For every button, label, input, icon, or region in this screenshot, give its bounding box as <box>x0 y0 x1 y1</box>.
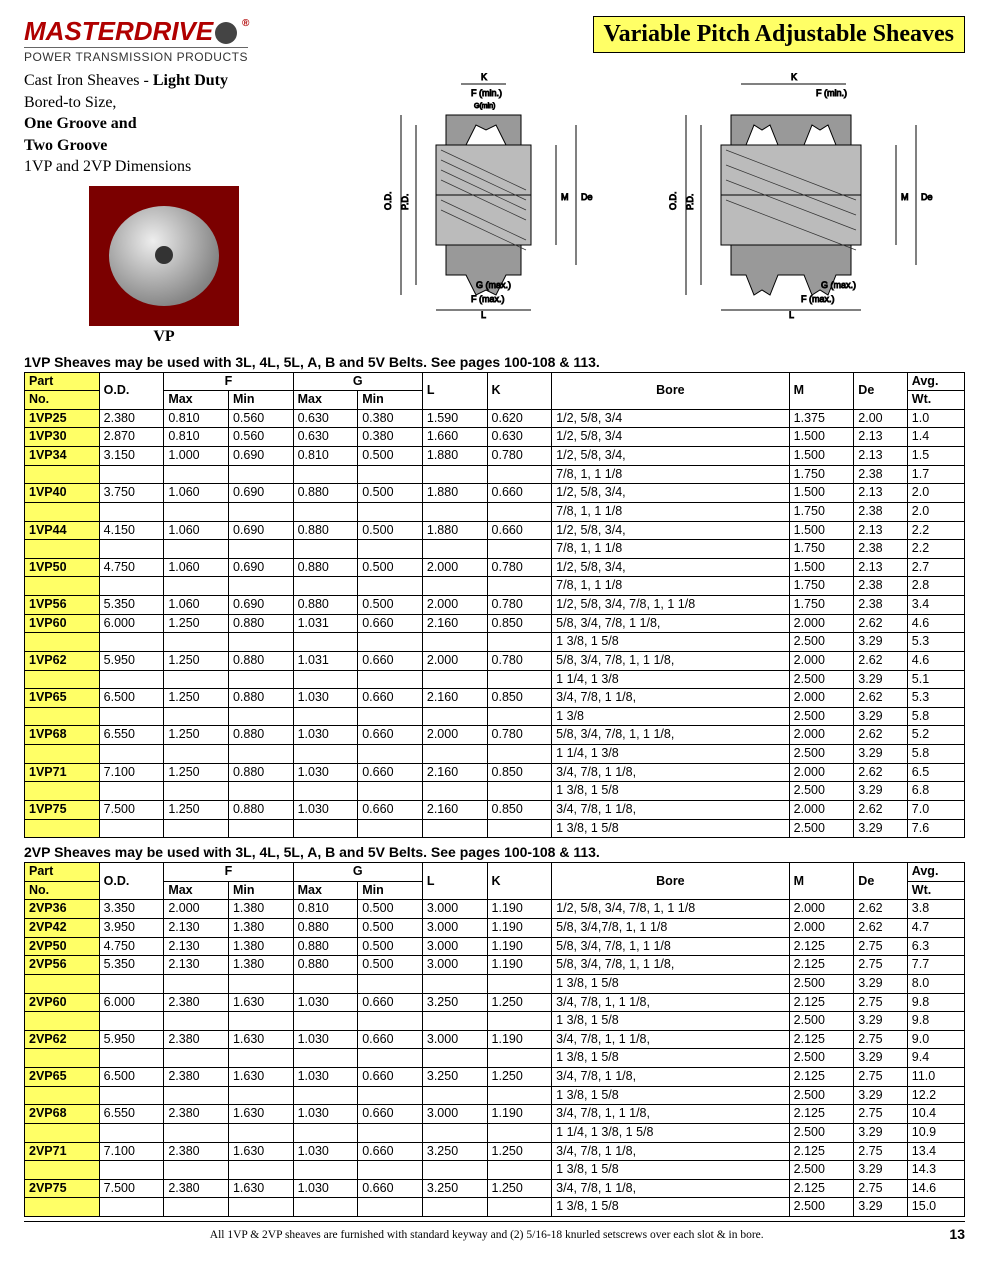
table-row: 1VP606.000 1.2500.8801.0310.660 2.1600.8… <box>25 614 965 633</box>
table-1vp: PartO.D. F G LK Bore MDe Avg. No. MaxMin… <box>24 372 965 839</box>
table-row: 1VP504.750 1.0600.6900.8800.500 2.0000.7… <box>25 558 965 577</box>
svg-text:L: L <box>789 310 794 320</box>
table2-note: 2VP Sheaves may be used with 3L, 4L, 5L,… <box>24 844 965 860</box>
svg-text:G (max.): G (max.) <box>476 280 511 290</box>
svg-text:L: L <box>481 310 486 320</box>
svg-text:K: K <box>791 72 797 82</box>
table-row: 1VP625.950 1.2500.8801.0310.660 2.0000.7… <box>25 651 965 670</box>
table-row: 2VP656.500 2.3801.6301.0300.660 3.2501.2… <box>25 1068 965 1087</box>
table1-note: 1VP Sheaves may be used with 3L, 4L, 5L,… <box>24 354 965 370</box>
table-row: 1 3/8, 1 5/82.5003.299.4 <box>25 1049 965 1068</box>
table-row: 7/8, 1, 1 1/81.7502.382.0 <box>25 502 965 521</box>
table-row: 1 1/4, 1 3/8, 1 5/82.5003.2910.9 <box>25 1123 965 1142</box>
table-row: 1VP302.870 0.8100.5600.6300.380 1.6600.6… <box>25 428 965 447</box>
svg-text:P.D.: P.D. <box>400 194 410 210</box>
table-row: 1 3/8, 1 5/82.5003.2914.3 <box>25 1161 965 1180</box>
brand-tagline: POWER TRANSMISSION PRODUCTS <box>24 47 248 64</box>
table-row: 1VP565.350 1.0600.6900.8800.500 2.0000.7… <box>25 596 965 615</box>
diagram-2vp: K F (min.) O.D. P.D. <box>646 70 936 320</box>
table-2vp: PartO.D. F G LK Bore MDe Avg. No. MaxMin… <box>24 862 965 1217</box>
svg-text:O.D.: O.D. <box>668 191 678 210</box>
footer-note: All 1VP & 2VP sheaves are furnished with… <box>24 1229 949 1241</box>
table-row: 1VP717.100 1.2500.8801.0300.660 2.1600.8… <box>25 763 965 782</box>
svg-text:F (max.): F (max.) <box>471 294 505 304</box>
svg-text:F (max.): F (max.) <box>801 294 835 304</box>
product-photo <box>89 186 239 326</box>
photo-label: VP <box>24 326 304 348</box>
table-row: 2VP606.000 2.3801.6301.0300.660 3.2501.2… <box>25 993 965 1012</box>
table-row: 7/8, 1, 1 1/81.7502.381.7 <box>25 465 965 484</box>
table-row: 1VP252.380 0.8100.5600.6300.380 1.5900.6… <box>25 409 965 428</box>
svg-text:M: M <box>561 192 569 202</box>
table-row: 1VP686.550 1.2500.8801.0300.660 2.0000.7… <box>25 726 965 745</box>
brand-logo: MASTERDRIVE POWER TRANSMISSION PRODUCTS <box>24 16 248 64</box>
svg-text:De: De <box>921 192 933 202</box>
table-row: 1 1/4, 1 3/82.5003.295.1 <box>25 670 965 689</box>
table-row: 2VP686.550 2.3801.6301.0300.660 3.0001.1… <box>25 1105 965 1124</box>
table-row: 1 3/8, 1 5/82.5003.2912.2 <box>25 1086 965 1105</box>
table-row: 7/8, 1, 1 1/81.7502.382.8 <box>25 577 965 596</box>
table-row: 1 3/8, 1 5/82.5003.295.3 <box>25 633 965 652</box>
table-row: 1 3/82.5003.295.8 <box>25 707 965 726</box>
table-row: 2VP757.500 2.3801.6301.0300.660 3.2501.2… <box>25 1179 965 1198</box>
svg-text:F (min.): F (min.) <box>471 88 502 98</box>
brand-name: MASTERDRIVE <box>24 16 213 46</box>
table-row: 1VP656.500 1.2500.8801.0300.660 2.1600.8… <box>25 689 965 708</box>
svg-text:M: M <box>901 192 909 202</box>
table-row: 1 3/8, 1 5/82.5003.296.8 <box>25 782 965 801</box>
table-row: 1 3/8, 1 5/82.5003.298.0 <box>25 974 965 993</box>
table-row: 1 3/8, 1 5/82.5003.2915.0 <box>25 1198 965 1217</box>
table-row: 1 1/4, 1 3/82.5003.295.8 <box>25 745 965 764</box>
technical-diagrams: K F (min.) G(min) <box>316 70 965 348</box>
svg-text:G(min): G(min) <box>474 103 495 110</box>
svg-text:P.D.: P.D. <box>685 194 695 210</box>
page-number: 13 <box>949 1226 965 1242</box>
table-row: 2VP504.750 2.1301.3800.8800.500 3.0001.1… <box>25 937 965 956</box>
table-row: 2VP625.950 2.3801.6301.0300.660 3.0001.1… <box>25 1030 965 1049</box>
svg-text:K: K <box>481 72 487 82</box>
table-row: 1 3/8, 1 5/82.5003.297.6 <box>25 819 965 838</box>
svg-text:De: De <box>581 192 593 202</box>
svg-text:F (min.): F (min.) <box>816 88 847 98</box>
page-title: Variable Pitch Adjustable Sheaves <box>593 16 965 53</box>
table-row: 7/8, 1, 1 1/81.7502.382.2 <box>25 540 965 559</box>
table-row: 1VP757.500 1.2500.8801.0300.660 2.1600.8… <box>25 800 965 819</box>
diagram-1vp: K F (min.) G(min) <box>346 70 636 320</box>
table-row: 1VP343.150 1.0000.6900.8100.500 1.8800.7… <box>25 447 965 466</box>
table-row: 2VP565.350 2.1301.3800.8800.500 3.0001.1… <box>25 956 965 975</box>
table-row: 1VP403.750 1.0600.6900.8800.500 1.8800.6… <box>25 484 965 503</box>
table-row: 2VP363.350 2.0001.3800.8100.500 3.0001.1… <box>25 900 965 919</box>
table-row: 1VP444.150 1.0600.6900.8800.500 1.8800.6… <box>25 521 965 540</box>
table-row: 2VP717.100 2.3801.6301.0300.660 3.2501.2… <box>25 1142 965 1161</box>
table-row: 1 3/8, 1 5/82.5003.299.8 <box>25 1012 965 1031</box>
svg-text:O.D.: O.D. <box>383 191 393 210</box>
svg-text:G (max.): G (max.) <box>821 280 856 290</box>
table-row: 2VP423.950 2.1301.3800.8800.500 3.0001.1… <box>25 919 965 938</box>
intro-text: Cast Iron Sheaves - Light Duty Bored-to … <box>24 70 304 348</box>
